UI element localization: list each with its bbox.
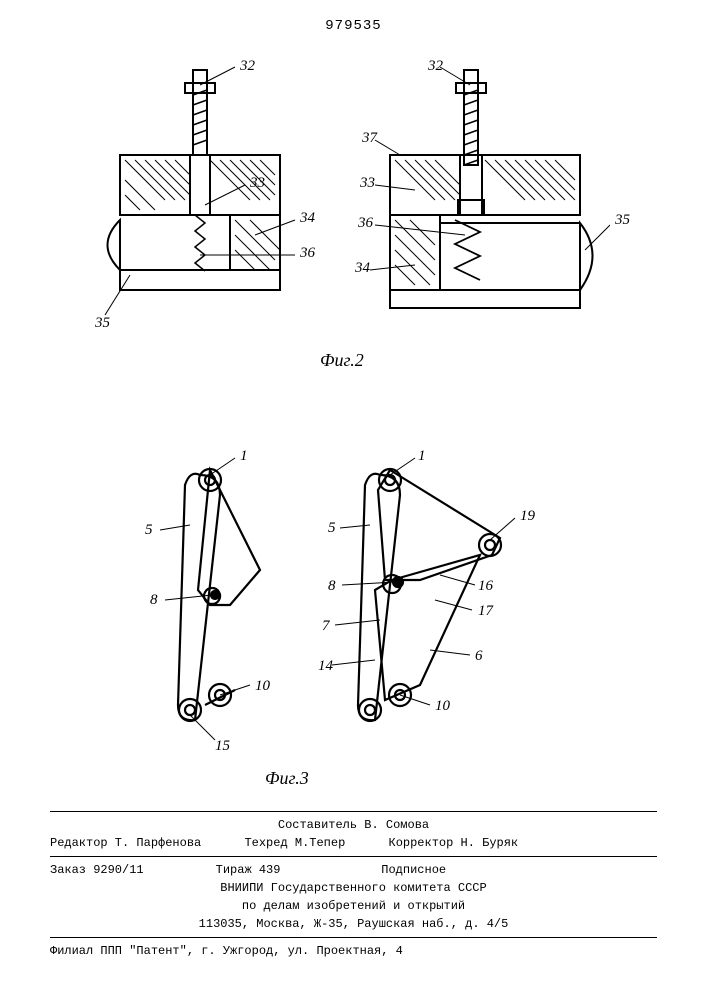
fig2-label-34-left: 34 xyxy=(300,210,315,227)
fig2-label-35-right: 35 xyxy=(615,212,630,229)
fig3-label-8-right: 8 xyxy=(328,578,336,595)
tirage-text: Тираж 439 xyxy=(216,863,281,877)
compiler-line: Составитель В. Сомова xyxy=(50,816,657,834)
fig3-label-10-left: 10 xyxy=(255,678,270,695)
fig2-label-35-left: 35 xyxy=(95,315,110,332)
techred-text: Техред М.Тепер xyxy=(244,836,345,850)
fig2-label-36-right: 36 xyxy=(358,215,373,232)
fig3-label-6-right: 6 xyxy=(475,648,483,665)
fig3-label-14-right: 14 xyxy=(318,658,333,675)
org2-text: по делам изобретений и открытий xyxy=(50,897,657,915)
patent-page: 979535 xyxy=(0,0,707,1000)
figure-2-caption: Фиг.2 xyxy=(320,350,364,371)
fig3-label-19-right: 19 xyxy=(520,508,535,525)
fig3-label-1-left: 1 xyxy=(240,448,248,465)
branch-text: Филиал ППП "Патент", г. Ужгород, ул. Про… xyxy=(50,942,657,960)
fig3-label-5-right: 5 xyxy=(328,520,336,537)
fig2-label-33-right: 33 xyxy=(360,175,375,192)
fig3-label-10-right: 10 xyxy=(435,698,450,715)
editor-text: Редактор Т. Парфенова xyxy=(50,836,201,850)
fig3-label-5-left: 5 xyxy=(145,522,153,539)
fig3-label-8-left: 8 xyxy=(150,592,158,609)
fig3-label-15-left: 15 xyxy=(215,738,230,755)
footer-block: Составитель В. Сомова Редактор Т. Парфен… xyxy=(50,807,657,960)
figure-3-caption: Фиг.3 xyxy=(265,768,309,789)
fig3-label-17-right: 17 xyxy=(478,603,493,620)
order-text: Заказ 9290/11 xyxy=(50,863,144,877)
fig2-label-32-left: 32 xyxy=(240,58,255,75)
fig2-label-37-right: 37 xyxy=(362,130,377,147)
address1-text: 113035, Москва, Ж-35, Раушская наб., д. … xyxy=(50,915,657,933)
fig3-label-16-right: 16 xyxy=(478,578,493,595)
fig2-label-36-left: 36 xyxy=(300,245,315,262)
fig3-label-1-right: 1 xyxy=(418,448,426,465)
document-number: 979535 xyxy=(0,18,707,34)
fig2-label-33-left: 33 xyxy=(250,175,265,192)
fig2-label-34-right: 34 xyxy=(355,260,370,277)
subscription-text: Подписное xyxy=(381,863,446,877)
corrector-text: Корректор Н. Буряк xyxy=(389,836,519,850)
figure-2-svg xyxy=(70,55,610,355)
fig2-label-32-right: 32 xyxy=(428,58,443,75)
fig3-label-7-right: 7 xyxy=(322,618,330,635)
org1-text: ВНИИПИ Государственного комитета СССР xyxy=(50,879,657,897)
